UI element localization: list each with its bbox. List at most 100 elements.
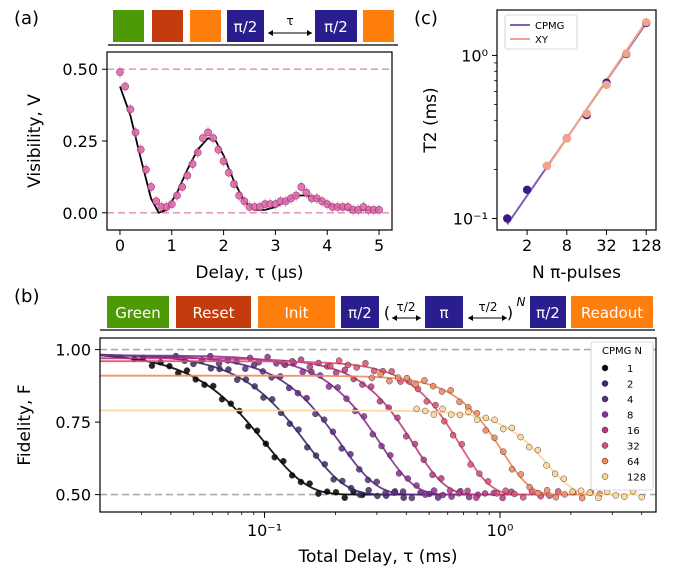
panel-b-point-0 xyxy=(218,396,226,403)
panel-b-point-6 xyxy=(482,427,490,434)
panel-b-point-7 xyxy=(534,446,542,454)
panel-c-ylabel: T2 (ms) xyxy=(421,87,441,153)
sequence-a-box-0 xyxy=(113,10,144,42)
panel-b-point-5 xyxy=(511,490,518,498)
panel-a-point xyxy=(136,145,145,154)
panel-b-point-1 xyxy=(365,486,372,494)
panel-b-point-6 xyxy=(394,374,402,381)
pulse-sequence-a: π/2 π/2 τ xyxy=(108,10,398,46)
panel-b-point-0 xyxy=(271,454,278,461)
panel-b-point-5 xyxy=(502,487,509,495)
sequence-a-arrowheads xyxy=(268,30,312,36)
panel-a-point xyxy=(167,200,176,209)
panel-b-point-3 xyxy=(404,475,412,482)
panel-b-point-3 xyxy=(360,413,368,420)
sequence-b-box-5 xyxy=(530,296,566,328)
panel-b-point-1 xyxy=(216,365,223,373)
panel-b-point-2 xyxy=(338,445,345,452)
sequence-b-box-label-6: Readout xyxy=(581,304,643,322)
panel-b-point-0 xyxy=(148,362,156,369)
panel-b-point-5 xyxy=(353,364,360,371)
panel-b-point-3 xyxy=(395,470,403,477)
sequence-b-box-0 xyxy=(107,296,169,328)
panel-a-point xyxy=(209,134,218,143)
panel-a-xtick-label: 1 xyxy=(167,236,177,255)
panel-b-point-3 xyxy=(439,491,447,499)
panel-b-ytick-label: 1.00 xyxy=(55,341,91,360)
panel-b-fit-curve-4 xyxy=(100,357,542,496)
panel-b-point-5 xyxy=(432,401,439,409)
panel-b-point-2 xyxy=(242,365,249,372)
panel-b-point-4 xyxy=(473,494,480,501)
panel-b-legend-box xyxy=(590,341,654,491)
panel-b-point-0 xyxy=(288,472,296,479)
panel-b-point-4 xyxy=(341,366,349,374)
panel-b-point-1 xyxy=(295,426,302,433)
panel-b-point-7 xyxy=(456,411,464,419)
panel-c-legend-box xyxy=(504,14,578,50)
panel-c-ytick-label: 10⁰ xyxy=(461,46,488,65)
panel-a-point xyxy=(214,145,223,154)
sequence-a-delay-label: τ xyxy=(286,14,293,28)
panel-b-point-5 xyxy=(554,488,562,495)
panel-a-point xyxy=(230,180,238,188)
sequence-a-box-label-3: π/2 xyxy=(234,18,258,36)
panel-b-legend-swatch-4 xyxy=(601,426,609,434)
panel-b-point-1 xyxy=(207,365,215,372)
panel-b-point-4 xyxy=(385,404,392,411)
sequence-b-box-2 xyxy=(258,296,335,328)
panel-b-point-6 xyxy=(561,491,568,498)
panel-c-point xyxy=(602,80,611,90)
chart-panel-a: 0 1 2 3 4 5 0.00 0.25 0.50 Delay, τ (μs) Visibilit… xyxy=(25,51,393,283)
sequence-b-open-paren: ( xyxy=(384,303,390,322)
panel-b-point-4 xyxy=(306,363,314,371)
panel-b-point-6 xyxy=(386,377,393,385)
panel-b-point-7 xyxy=(551,470,559,478)
panel-b-point-3 xyxy=(325,383,333,390)
panel-b-point-0 xyxy=(183,367,191,374)
panel-a-point xyxy=(121,82,130,91)
sequence-a-box-2 xyxy=(190,10,221,42)
panel-b-point-7 xyxy=(491,416,498,424)
panel-b-point-5 xyxy=(423,398,431,405)
panel-a-point xyxy=(131,128,140,137)
panel-b-point-7 xyxy=(421,407,429,415)
panel-a-point xyxy=(297,183,306,191)
panel-b-point-3 xyxy=(387,452,394,459)
panel-b-point-4 xyxy=(376,398,384,405)
panel-b-point-2 xyxy=(303,394,310,402)
panel-b-point-0 xyxy=(306,480,313,487)
sequence-b-box-3 xyxy=(341,296,379,328)
panel-b-point-6 xyxy=(377,370,384,378)
panel-b-point-4 xyxy=(499,494,506,502)
panel-b-legend-label-7: 128 xyxy=(627,473,646,484)
panel-b-point-1 xyxy=(374,492,381,500)
panel-label-a: (a) xyxy=(14,8,39,29)
panel-b-point-6 xyxy=(368,374,376,382)
panel-b-point-0 xyxy=(253,427,261,435)
panel-c-point xyxy=(562,134,571,143)
panel-b-point-6 xyxy=(543,487,551,494)
panel-b-point-3 xyxy=(430,487,438,494)
panel-b-point-7 xyxy=(430,411,438,418)
sequence-b-box-1 xyxy=(176,296,251,328)
panel-b-point-2 xyxy=(259,368,267,375)
panel-a-point xyxy=(224,168,233,177)
panel-b-point-1 xyxy=(260,394,267,401)
panel-b-point-0 xyxy=(192,376,199,383)
panel-b-point-6 xyxy=(535,489,542,497)
panel-c-legend-label-1: XY xyxy=(535,35,549,46)
panel-b-xtick-label: 10⁰ xyxy=(487,521,514,540)
panel-b-ylabel: Fidelity, F xyxy=(15,384,35,465)
panel-a-xtick-label: 0 xyxy=(115,236,125,255)
panel-a-point xyxy=(193,148,202,157)
panel-c-point xyxy=(622,49,631,58)
sequence-b-box-4 xyxy=(425,296,463,328)
panel-b-point-7 xyxy=(621,493,628,500)
panel-a-point xyxy=(183,171,192,180)
panel-b-legend-label-6: 64 xyxy=(627,457,640,468)
panel-b-point-0 xyxy=(280,457,287,465)
panel-b-frame xyxy=(99,337,657,513)
panel-b-point-0 xyxy=(201,381,208,389)
panel-b-point-3 xyxy=(343,395,350,402)
